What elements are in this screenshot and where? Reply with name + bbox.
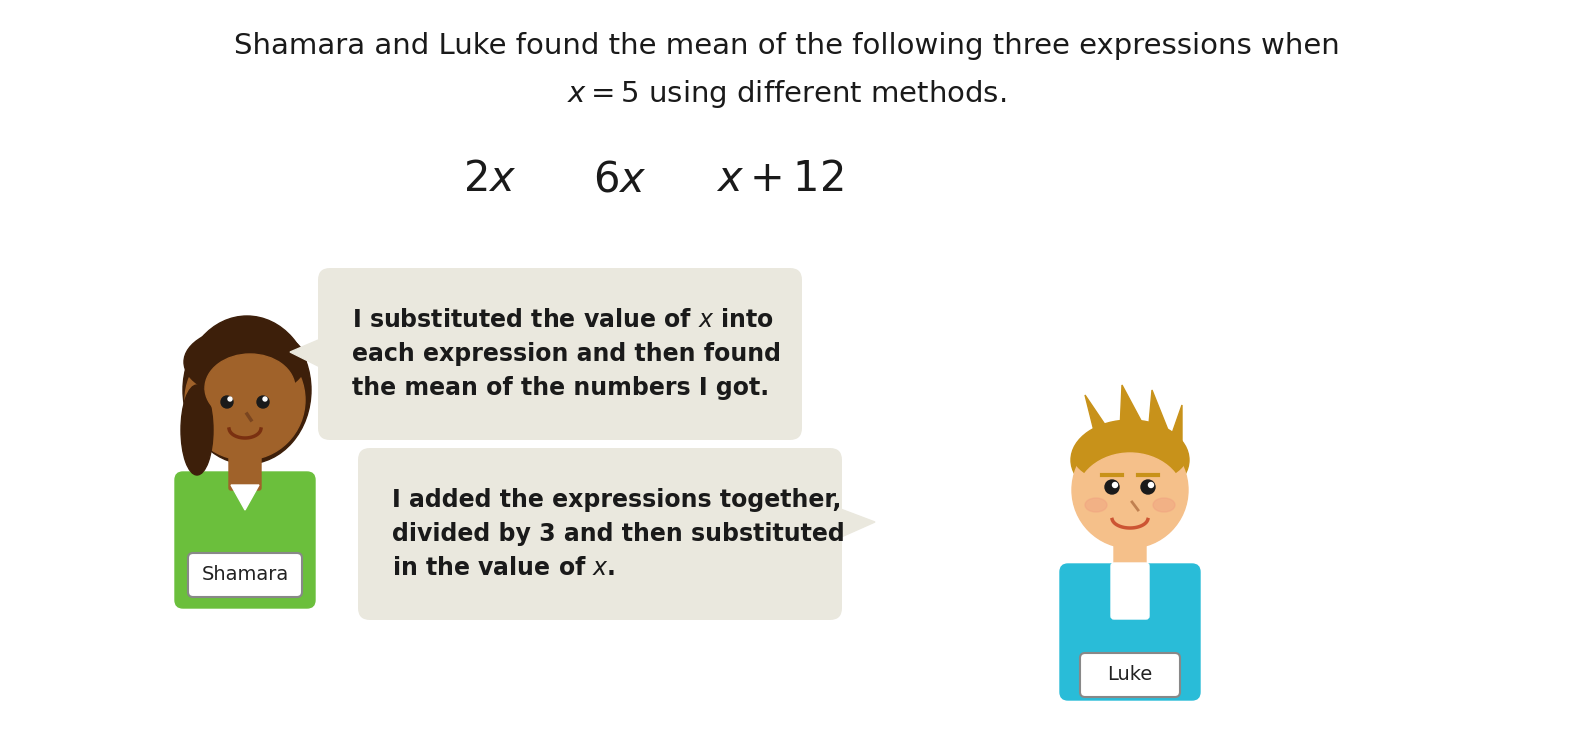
Polygon shape	[1168, 405, 1182, 450]
Circle shape	[257, 396, 269, 408]
Ellipse shape	[1084, 498, 1107, 512]
Circle shape	[263, 397, 268, 401]
Text: $2x$: $2x$	[463, 158, 516, 200]
Text: I substituted the value of $x$ into: I substituted the value of $x$ into	[353, 308, 774, 332]
Circle shape	[186, 340, 305, 460]
Polygon shape	[829, 505, 875, 542]
FancyBboxPatch shape	[1080, 653, 1180, 697]
Polygon shape	[231, 485, 260, 510]
Polygon shape	[1147, 390, 1169, 435]
Text: $x = 5$ using different methods.: $x = 5$ using different methods.	[567, 78, 1007, 110]
Circle shape	[220, 396, 233, 408]
Ellipse shape	[1077, 453, 1184, 543]
Circle shape	[1113, 483, 1118, 487]
Circle shape	[1105, 480, 1119, 494]
Text: Shamara and Luke found the mean of the following three expressions when: Shamara and Luke found the mean of the f…	[235, 32, 1339, 60]
Ellipse shape	[1154, 498, 1176, 512]
Polygon shape	[1121, 385, 1144, 430]
Polygon shape	[1116, 578, 1144, 602]
FancyBboxPatch shape	[318, 268, 803, 440]
Circle shape	[1072, 432, 1188, 548]
Ellipse shape	[184, 327, 305, 397]
Polygon shape	[290, 335, 331, 372]
Circle shape	[1149, 483, 1154, 487]
Text: I added the expressions together,: I added the expressions together,	[392, 488, 842, 512]
Circle shape	[228, 397, 231, 401]
Ellipse shape	[1073, 426, 1187, 484]
Text: Shamara: Shamara	[201, 566, 288, 584]
FancyBboxPatch shape	[228, 456, 261, 490]
Text: in the value of $x$.: in the value of $x$.	[392, 556, 615, 580]
Text: each expression and then found: each expression and then found	[353, 342, 781, 366]
Text: $x + 12$: $x + 12$	[716, 158, 844, 200]
Text: Luke: Luke	[1108, 666, 1152, 684]
FancyBboxPatch shape	[187, 553, 302, 597]
Circle shape	[1141, 480, 1155, 494]
FancyBboxPatch shape	[175, 472, 315, 608]
FancyBboxPatch shape	[1059, 564, 1199, 700]
Text: the mean of the numbers I got.: the mean of the numbers I got.	[353, 376, 770, 400]
Text: $6x$: $6x$	[593, 158, 647, 200]
Text: divided by 3 and then substituted: divided by 3 and then substituted	[392, 522, 845, 546]
Ellipse shape	[181, 385, 212, 475]
FancyBboxPatch shape	[357, 448, 842, 620]
Polygon shape	[1084, 395, 1110, 435]
Ellipse shape	[205, 354, 294, 422]
FancyBboxPatch shape	[1114, 544, 1146, 576]
FancyBboxPatch shape	[1111, 563, 1149, 619]
Ellipse shape	[1070, 420, 1188, 500]
Ellipse shape	[183, 316, 312, 464]
